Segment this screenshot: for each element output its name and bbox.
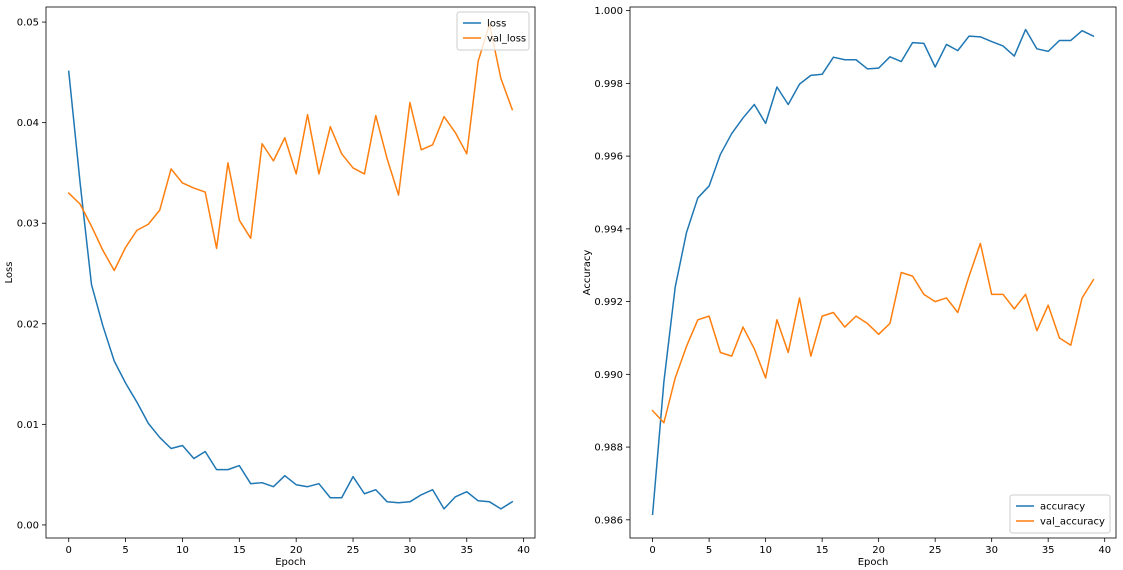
y-tick-label: 0.00 bbox=[17, 520, 39, 531]
legend-label-accuracy: accuracy bbox=[1040, 502, 1085, 513]
legend-label-val_loss: val_loss bbox=[487, 34, 526, 45]
series-line-loss bbox=[67, 70, 514, 510]
y-tick-label: 0.998 bbox=[594, 79, 623, 90]
x-tick-label: 0 bbox=[649, 545, 655, 556]
chart-2: 0 5 10 15 20 25 30 35 40 0.986 0.988 0.990 0.992 0.99… bbox=[582, 6, 1117, 568]
y-axis-label: Accuracy bbox=[582, 250, 593, 296]
y-tick-label: 0.994 bbox=[594, 224, 623, 235]
axes-frame bbox=[629, 6, 1117, 539]
x-tick-label: 30 bbox=[404, 545, 417, 556]
y-tick-label: 0.05 bbox=[17, 18, 39, 29]
x-axis-label: Epoch bbox=[275, 557, 306, 568]
x-tick-label: 0 bbox=[66, 545, 72, 556]
x-tick-label: 40 bbox=[517, 545, 530, 556]
x-tick-label: 20 bbox=[290, 545, 303, 556]
y-tick-label: 0.03 bbox=[17, 219, 39, 230]
x-tick-label: 25 bbox=[347, 545, 360, 556]
y-tick-label: 0.996 bbox=[594, 152, 623, 163]
y-axis-label: Loss bbox=[4, 262, 15, 284]
y-tick-label: 0.992 bbox=[594, 297, 623, 308]
legend: loss val_loss bbox=[456, 11, 530, 51]
y-tick-label: 0.04 bbox=[17, 118, 39, 129]
x-tick-label: 15 bbox=[233, 545, 246, 556]
series-line-val_accuracy bbox=[651, 242, 1095, 424]
x-tick-label: 5 bbox=[122, 545, 128, 556]
series-line-accuracy bbox=[651, 28, 1095, 516]
x-tick-label: 10 bbox=[759, 545, 772, 556]
axes-frame bbox=[45, 6, 536, 539]
y-tick-label: 0.988 bbox=[594, 443, 623, 454]
x-tick-label: 10 bbox=[176, 545, 189, 556]
legend-label-val_accuracy: val_accuracy bbox=[1040, 517, 1105, 528]
x-tick-label: 35 bbox=[1042, 545, 1055, 556]
y-tick-label: 1.000 bbox=[594, 6, 623, 17]
series-line-val_loss bbox=[67, 23, 514, 272]
legend: accuracy val_accuracy bbox=[1009, 494, 1111, 534]
y-tick-label: 0.986 bbox=[594, 515, 623, 526]
x-tick-label: 30 bbox=[985, 545, 998, 556]
x-tick-label: 35 bbox=[460, 545, 473, 556]
x-tick-label: 20 bbox=[872, 545, 885, 556]
chart-1: 0 5 10 15 20 25 30 35 40 0.00 0.01 0.02 0.03 0.04 0.05… bbox=[4, 6, 536, 568]
legend-label-loss: loss bbox=[487, 19, 506, 30]
y-tick-label: 0.02 bbox=[17, 319, 39, 330]
x-tick-label: 25 bbox=[929, 545, 942, 556]
x-axis-label: Epoch bbox=[858, 557, 889, 568]
x-tick-label: 40 bbox=[1098, 545, 1111, 556]
y-tick-label: 0.990 bbox=[594, 370, 623, 381]
legend-box bbox=[456, 11, 530, 51]
x-tick-label: 5 bbox=[706, 545, 712, 556]
x-tick-label: 15 bbox=[816, 545, 829, 556]
legend-box bbox=[1009, 494, 1111, 534]
y-tick-label: 0.01 bbox=[17, 420, 39, 431]
